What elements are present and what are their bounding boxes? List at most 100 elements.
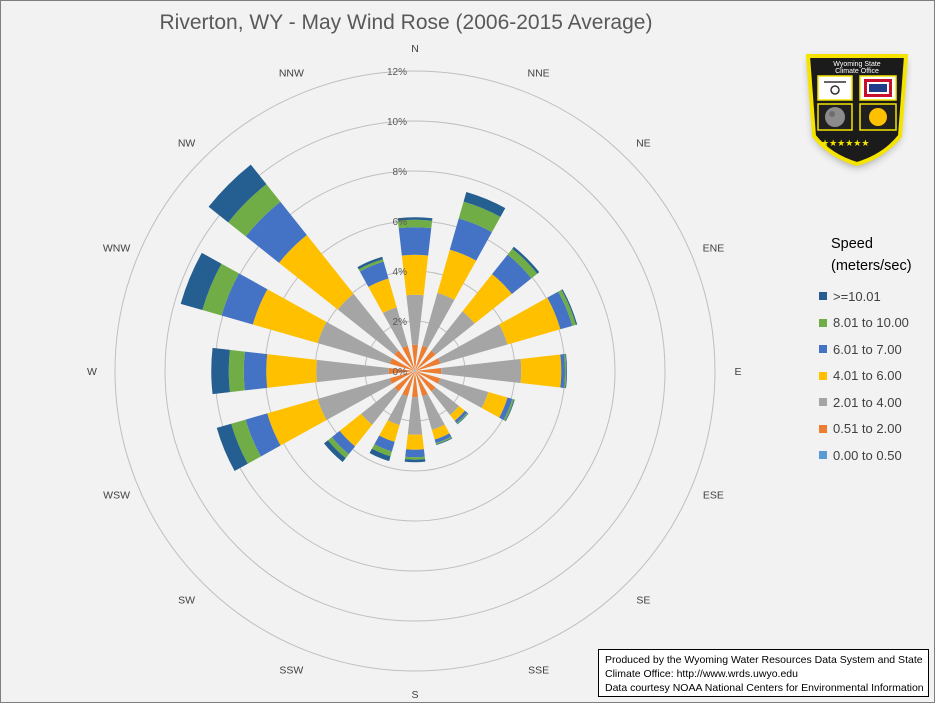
wedge-ene-series-4 [547,291,573,330]
direction-label-wnw: WNW [103,242,130,254]
wedge-nne-series-2 [422,292,455,349]
legend-title: Speed (meters/sec) [831,233,931,277]
wedge-ssw-series-3 [379,420,400,442]
wedge-w-series-3 [266,354,317,388]
wedge-nw-series-3 [279,235,354,310]
wedge-nnw-series-2 [382,307,408,349]
legend-label: 0.51 to 2.00 [833,421,902,437]
wedge-sw-series-6 [324,440,346,462]
legend-label: >=10.01 [833,288,881,304]
legend-item: 6.01 to 7.00 [819,336,931,363]
wedge-ne-series-3 [462,274,512,324]
wedge-wsw-series-1 [389,371,414,384]
radial-tick-label: 10% [387,117,407,128]
wedge-ene-series-1 [416,358,441,371]
wedge-w-series-4 [243,351,268,391]
wedge-wnw-series-4 [221,273,268,325]
wedge-wnw-series-3 [252,289,327,344]
wedge-n-series-2 [406,294,424,345]
wedge-ene-series-3 [499,297,561,345]
wedge-w-series-5 [228,349,245,393]
wedge-wnw-series-6 [180,252,222,311]
wedge-s-series-3 [406,434,424,450]
wedge-ene-series-5 [558,289,577,326]
wedge-wsw-series-5 [231,419,261,464]
chart-title: Riverton, WY - May Wind Rose (2006-2015 … [159,11,653,34]
wedge-se-series-4 [454,410,468,424]
legend-item: >=10.01 [819,283,931,310]
direction-label-nw: NW [178,138,196,150]
wedge-nnw-series-5 [358,259,384,272]
climate-office-logo: ★★★★★★ Wyoming State Climate Office [805,54,909,167]
grid-ring [114,70,716,672]
wedge-se-series-1 [415,371,436,392]
radial-tick-label: 4% [393,267,408,278]
direction-label-ne: NE [636,138,651,150]
wedge-ese-series-5 [503,398,515,421]
wedge-sse-series-3 [431,424,450,440]
wedge-ssw-series-5 [371,444,392,457]
wedge-ne-series-1 [415,350,436,371]
wedge-nnw-series-1 [402,345,415,370]
wedge-ssw-series-6 [369,448,391,462]
direction-label-n: N [411,43,419,55]
wedge-nw-series-2 [337,293,399,355]
wedge-ese-series-3 [481,392,508,418]
wedge-wsw-series-2 [317,378,393,421]
wedge-n-series-1 [412,344,418,370]
wedge-e-series-4 [560,354,565,388]
direction-label-wsw: WSW [103,490,130,502]
wedge-e-series-6 [565,353,567,389]
direction-label-nne: NNE [528,68,550,80]
wedge-ne-series-5 [507,248,538,279]
speed-legend: Speed (meters/sec) >=10.01 8.01 to 10.00 6… [819,233,931,469]
wedge-nw-series-4 [245,201,307,263]
direction-label-ssw: SSW [279,664,303,676]
direction-label-ese: ESE [703,490,724,502]
legend-label: 4.01 to 6.00 [833,368,902,384]
credits-box: Produced by the Wyoming Water Resources … [598,649,929,697]
wedge-e-series-5 [564,353,567,389]
wedge-se-series-6 [457,413,469,425]
legend-title-line1: Speed [831,236,873,252]
radial-tick-labels: 0% 2% 4% 6% 8% 10% 12% [387,67,407,378]
wedge-nw-series-6 [208,164,267,223]
legend-label: 2.01 to 4.00 [833,394,902,410]
logo-moon-icon [825,107,845,127]
direction-label-e: E [734,366,741,378]
credits-line-2: Climate Office: http://www.wrds.uwyo.edu [605,668,798,680]
wedge-s-series-1 [412,372,418,398]
direction-label-nnw: NNW [279,68,304,80]
wedge-ene-series-0 [415,370,417,371]
wedge-sse-series-0 [415,371,416,373]
legend-swatch [819,318,827,327]
wedge-nne-series-3 [437,249,477,300]
wedge-n-series-6 [397,217,433,221]
radial-tick-label: 12% [387,67,407,78]
direction-label-s: S [411,689,418,701]
legend-title-line2: (meters/sec) [831,258,912,274]
wedge-wnw-series-2 [317,321,393,364]
wedge-ese-series-4 [499,397,513,421]
wedge-wsw-series-3 [267,398,327,446]
wedge-sw-series-5 [327,437,349,459]
wedge-nne-series-6 [463,191,506,217]
wedge-ene-series-6 [561,289,578,325]
wedge-ne-series-6 [512,246,540,274]
wedge-nw-series-0 [414,370,415,371]
wedge-ssw-series-1 [402,372,415,397]
wedge-n-series-4 [398,227,432,256]
direction-labels: N NNE NE ENE E ESE SE SSE S SSW SW WSW W WNW NW NNW [87,43,741,701]
wedge-sw-series-1 [394,371,415,392]
logo-instrument-icon [817,75,853,101]
wedge-sw-series-3 [339,413,373,447]
radial-tick-label: 0% [393,367,408,378]
wedge-ssw-series-4 [374,435,395,452]
wedge-sse-series-2 [422,393,445,430]
wedge-ne-series-0 [415,370,416,371]
legend-swatch [819,451,827,460]
wedge-nw-series-1 [394,350,415,371]
wedge-sw-series-0 [414,371,415,372]
legend-label: 8.01 to 10.00 [833,315,909,331]
